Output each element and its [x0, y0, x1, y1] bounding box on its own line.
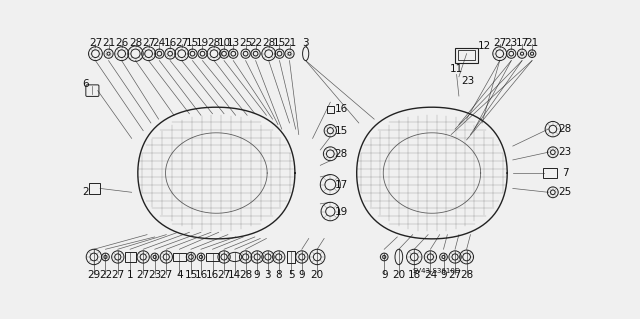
Text: 18: 18: [408, 270, 421, 280]
Text: 16: 16: [164, 38, 177, 48]
Text: 15: 15: [273, 38, 286, 48]
Text: 16: 16: [206, 270, 219, 280]
Text: 24: 24: [153, 38, 166, 48]
Text: 14: 14: [228, 270, 241, 280]
Text: 28: 28: [262, 38, 275, 48]
Text: 26: 26: [115, 38, 128, 48]
Text: 24: 24: [424, 270, 437, 280]
Text: 16: 16: [335, 104, 348, 114]
Text: 9: 9: [381, 270, 388, 280]
Text: 27: 27: [449, 270, 461, 280]
Text: 7: 7: [562, 168, 568, 178]
Text: 27: 27: [136, 270, 150, 280]
Text: 3: 3: [264, 270, 271, 280]
Text: 27: 27: [218, 270, 230, 280]
Text: 8: 8: [275, 270, 282, 280]
Text: 15: 15: [335, 126, 348, 136]
Bar: [327, 106, 334, 113]
Text: 27: 27: [175, 38, 188, 48]
Text: 9: 9: [254, 270, 260, 280]
Text: 27: 27: [493, 38, 506, 48]
Text: 9: 9: [440, 270, 447, 280]
Text: 23: 23: [504, 38, 518, 48]
Text: 21: 21: [102, 38, 115, 48]
Text: 27: 27: [142, 38, 156, 48]
Bar: [206, 253, 219, 261]
Text: 15: 15: [184, 270, 198, 280]
Bar: [287, 251, 295, 263]
Text: 17: 17: [515, 38, 529, 48]
Bar: [90, 183, 100, 194]
Text: 9: 9: [298, 270, 305, 280]
Text: 25: 25: [559, 187, 572, 197]
Text: 10: 10: [218, 38, 230, 48]
Bar: [173, 253, 186, 261]
Bar: [458, 50, 475, 60]
Bar: [543, 168, 557, 178]
Text: 23: 23: [148, 270, 161, 280]
Text: 22: 22: [249, 38, 262, 48]
Text: 11: 11: [450, 64, 463, 74]
Text: 29: 29: [87, 270, 100, 280]
Text: 13: 13: [227, 38, 240, 48]
Text: 28: 28: [239, 270, 252, 280]
Bar: [125, 252, 136, 262]
Text: 19: 19: [196, 38, 209, 48]
Text: 23: 23: [559, 147, 572, 157]
Text: 27: 27: [159, 270, 173, 280]
Text: 22: 22: [99, 270, 112, 280]
Text: 17: 17: [335, 180, 348, 189]
Text: 28: 28: [460, 270, 473, 280]
Text: 2: 2: [82, 187, 89, 197]
Text: 5: 5: [288, 270, 294, 280]
Text: 15: 15: [186, 38, 199, 48]
Text: 12: 12: [477, 41, 491, 51]
Text: 28: 28: [129, 38, 142, 48]
Text: 20: 20: [392, 270, 405, 280]
Text: 4: 4: [176, 270, 182, 280]
Text: 28: 28: [559, 124, 572, 134]
Text: 20: 20: [310, 270, 324, 280]
Text: 21: 21: [525, 38, 539, 48]
Text: 19: 19: [335, 206, 348, 217]
Bar: [455, 48, 478, 63]
Text: 21: 21: [283, 38, 296, 48]
Text: SV43-S3610D: SV43-S3610D: [413, 268, 461, 274]
Text: 16: 16: [195, 270, 207, 280]
Text: 27: 27: [89, 38, 102, 48]
Text: 1: 1: [127, 270, 133, 280]
Text: 25: 25: [239, 38, 252, 48]
Text: 28: 28: [207, 38, 221, 48]
Text: 23: 23: [461, 76, 475, 85]
Text: 6: 6: [82, 79, 89, 90]
Text: 27: 27: [111, 270, 124, 280]
Text: 3: 3: [302, 38, 309, 48]
Text: 28: 28: [335, 149, 348, 159]
